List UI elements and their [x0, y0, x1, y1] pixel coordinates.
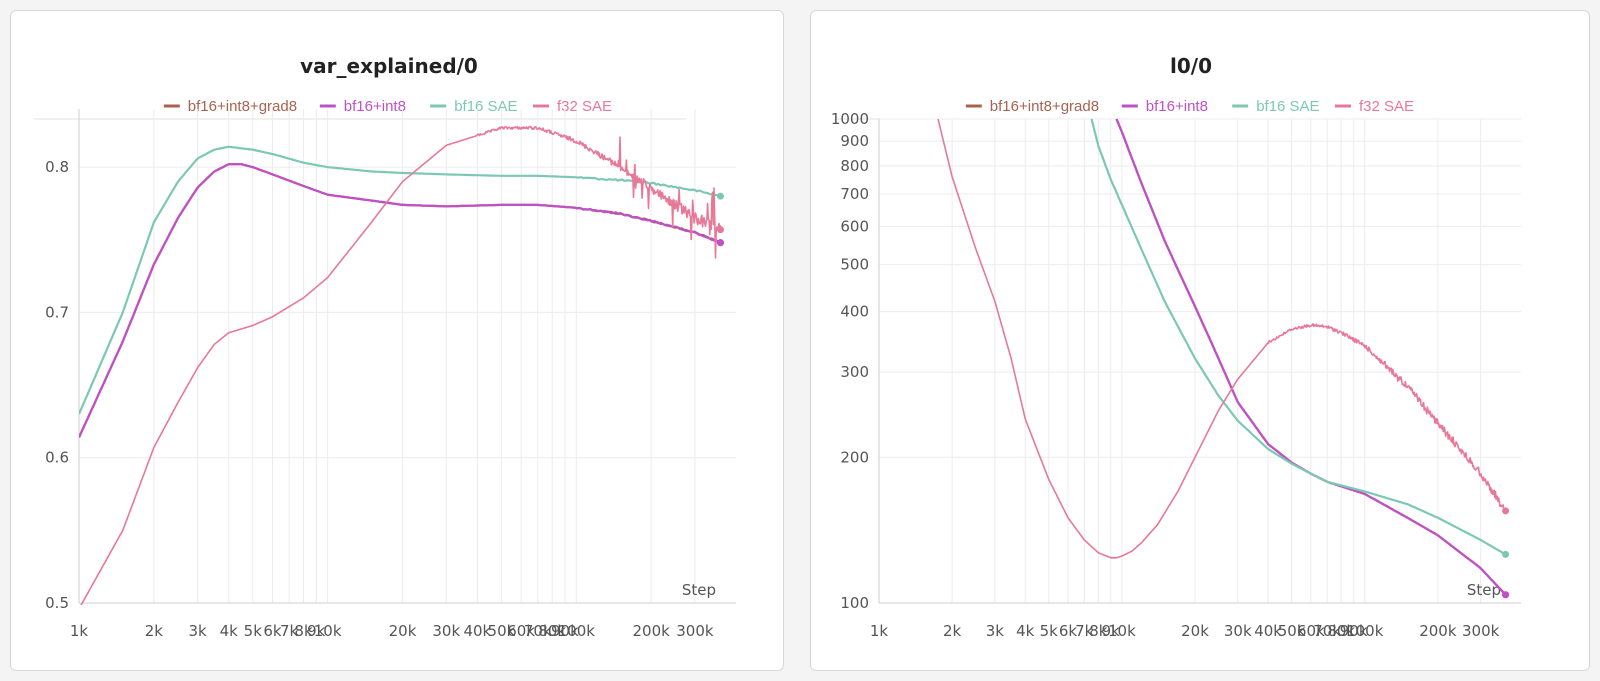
x-tick-label: 5k: [244, 622, 263, 640]
y-tick-label: 800: [840, 157, 869, 175]
x-axis-label: Step: [682, 581, 716, 599]
x-tick-label: 60k: [1297, 622, 1325, 640]
x-tick-label: 20k: [389, 622, 417, 640]
x-axis-label: Step: [1467, 581, 1501, 599]
chart-panel-var-explained: var_explained/0 bf16+int8+grad8 bf16+int8 b…: [10, 10, 784, 671]
x-tick-label: 10k: [1108, 622, 1136, 640]
series-line[interactable]: [79, 125, 722, 609]
x-tick-label: 80k: [538, 622, 566, 640]
chart-svg-var-explained: var_explained/0 bf16+int8+grad8 bf16+int8 b…: [34, 54, 736, 640]
y-tick-label: 400: [840, 303, 869, 321]
x-tick-label: 2k: [145, 622, 164, 640]
x-tick-label: 90k: [1340, 622, 1368, 640]
series-line[interactable]: [937, 118, 1507, 559]
chart-svg-l0: l0/0 bf16+int8+grad8 bf16+int8 bf16 SAE f32 …: [831, 54, 1521, 640]
legend-label: f32 SAE: [1359, 98, 1414, 115]
x-tick-label: 40k: [1254, 622, 1282, 640]
x-tick-label: 10k: [314, 622, 342, 640]
x-tick-label: 5k: [1040, 622, 1059, 640]
x-tick-label: 9k: [1102, 622, 1121, 640]
x-tick-label: 60k: [507, 622, 535, 640]
series-line[interactable]: [79, 163, 721, 438]
series-end-point[interactable]: [716, 239, 724, 247]
x-tick-label: 6k: [263, 622, 282, 640]
legend-item[interactable]: bf16 SAE: [1232, 98, 1320, 115]
series-end-point[interactable]: [716, 226, 724, 234]
x-tick-label: 3k: [189, 622, 208, 640]
x-tick-label: 7k: [1075, 622, 1094, 640]
y-tick-label: 500: [840, 256, 869, 274]
legend-item[interactable]: bf16+int8+grad8: [965, 98, 1099, 115]
x-tick-label: 4k: [1016, 622, 1035, 640]
x-tick-label: 30k: [432, 622, 460, 640]
legend-label: bf16+int8+grad8: [990, 98, 1099, 115]
x-tick-label: 1k: [870, 622, 889, 640]
x-tick-label: 50k: [488, 622, 516, 640]
legend-label: bf16+int8: [1146, 98, 1208, 115]
x-tick-label: 30k: [1224, 622, 1252, 640]
y-tick-label: 700: [840, 185, 869, 203]
x-tick-label: 20k: [1181, 622, 1209, 640]
x-tick-label: 100k: [558, 622, 596, 640]
x-tick-label: 200k: [632, 622, 670, 640]
legend-item[interactable]: f32 SAE: [1335, 98, 1414, 115]
x-tick-label: 1k: [70, 622, 89, 640]
x-tick-label: 300k: [676, 622, 714, 640]
chart-panel-l0: l0/0 bf16+int8+grad8 bf16+int8 bf16 SAE f32 …: [810, 10, 1590, 671]
x-tick-label: 80k: [1327, 622, 1355, 640]
x-tick-label: 200k: [1419, 622, 1457, 640]
x-tick-label: 8k: [294, 622, 313, 640]
chart-title: var_explained/0: [300, 54, 478, 78]
legend-item[interactable]: f32 SAE: [533, 98, 612, 115]
y-tick-label: 100: [840, 594, 869, 612]
x-tick-label: 40k: [463, 622, 491, 640]
x-tick-label: 70k: [1313, 622, 1341, 640]
y-tick-label: 1000: [831, 110, 869, 128]
legend-label: bf16+int8: [344, 98, 406, 115]
x-tick-label: 2k: [943, 622, 962, 640]
x-tick-label: 9k: [307, 622, 326, 640]
chart-title: l0/0: [1170, 54, 1212, 78]
legend-label: bf16 SAE: [1256, 98, 1319, 115]
legend-label: bf16+int8+grad8: [188, 98, 297, 115]
y-tick-label: 0.7: [45, 303, 69, 321]
series-end-point[interactable]: [1502, 550, 1510, 558]
y-tick-label: 300: [840, 363, 869, 381]
legend-label: f32 SAE: [557, 98, 612, 115]
x-tick-label: 8k: [1089, 622, 1108, 640]
x-tick-label: 90k: [551, 622, 579, 640]
x-tick-label: 70k: [524, 622, 552, 640]
x-tick-label: 4k: [220, 622, 239, 640]
x-tick-label: 50k: [1278, 622, 1306, 640]
series-end-point[interactable]: [1502, 591, 1510, 599]
y-tick-label: 0.6: [45, 449, 69, 467]
y-tick-label: 900: [840, 132, 869, 150]
x-tick-label: 6k: [1059, 622, 1078, 640]
y-tick-label: 200: [840, 448, 869, 466]
series-line[interactable]: [79, 145, 721, 415]
y-tick-label: 0.8: [45, 158, 69, 176]
y-tick-label: 0.5: [45, 594, 69, 612]
legend-item[interactable]: bf16+int8: [1121, 98, 1208, 115]
x-tick-label: 3k: [986, 622, 1005, 640]
x-tick-label: 7k: [280, 622, 299, 640]
y-tick-label: 600: [840, 217, 869, 235]
x-tick-label: 300k: [1462, 622, 1500, 640]
series-line[interactable]: [1090, 118, 1507, 556]
x-tick-label: 100k: [1346, 622, 1384, 640]
series-end-point[interactable]: [716, 192, 724, 200]
series-end-point[interactable]: [1502, 507, 1510, 515]
legend-item[interactable]: bf16+int8: [319, 98, 406, 115]
legend-item[interactable]: bf16+int8+grad8: [163, 98, 297, 115]
legend-label: bf16 SAE: [454, 98, 517, 115]
legend-item[interactable]: bf16 SAE: [430, 98, 518, 115]
